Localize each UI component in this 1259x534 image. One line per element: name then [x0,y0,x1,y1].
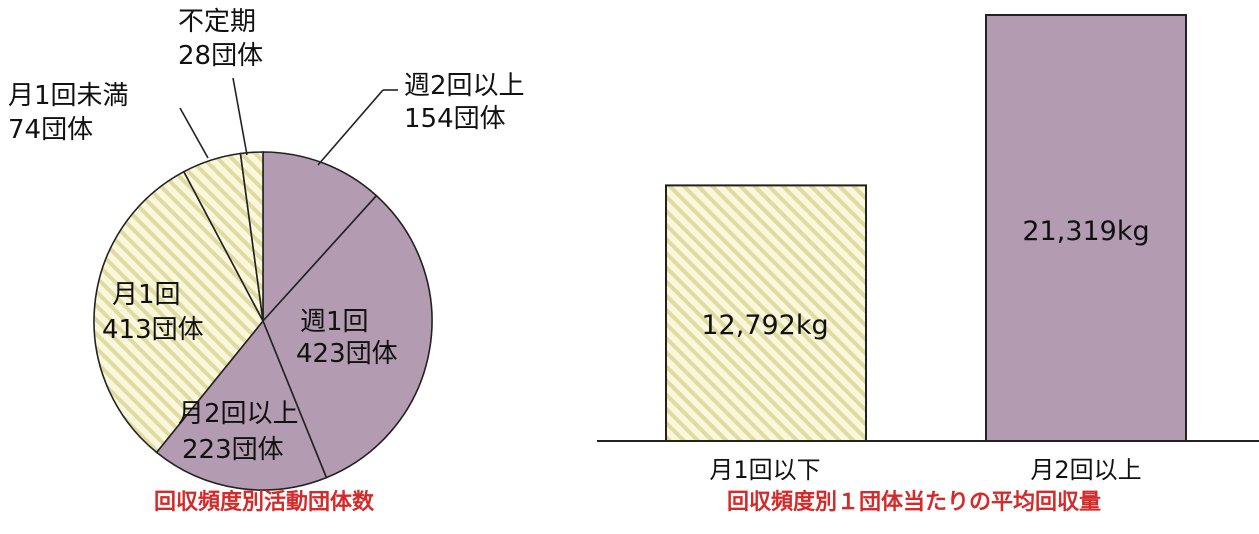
pie-slice-1 [262,194,433,479]
bar-1 [985,14,1187,442]
pie-label-irregular-count: 28団体 [178,41,263,71]
pie-slice-5 [239,151,264,322]
pie-label-month1-name: 月1回 [112,280,181,310]
pie-leader-lines [179,77,398,166]
bar-chart-title: 回収頻度別１団体当たりの平均回収量 [727,489,1101,515]
pie-label-month2-name: 月2回以上 [178,399,299,429]
bar-0 [665,184,867,442]
pie-label-month2-count: 223団体 [182,435,284,465]
pie-label-week1-name: 週1回 [300,307,369,337]
pie-label-irregular-name: 不定期 [178,7,256,37]
pie-chart-title: 回収頻度別活動団体数 [154,489,375,515]
bar-chart [665,14,1187,442]
pie-slice-0 [262,151,378,324]
pie-label-monthless-count: 74団体 [8,115,93,145]
pie-label-monthless-name: 月1回未満 [8,81,129,111]
bar-value-label-1: 21,319kg [1022,216,1149,247]
pie-label-week2-name: 週2回以上 [404,71,525,101]
pie-label-month1-count: 413団体 [102,315,204,345]
pie-label-week2-count: 154団体 [404,104,506,134]
bar-category-label-0: 月1回以下 [709,456,820,484]
pie-slice-2 [155,319,328,491]
leader-line-monthless [179,107,209,159]
pie-chart [93,151,433,491]
leader-line-irregular [232,77,248,156]
bar-category-label-1: 月2回以上 [1030,456,1141,484]
leader-line-week2 [317,89,384,166]
pie-label-week1-count: 423団体 [296,339,398,369]
bar-value-label-0: 12,792kg [701,310,828,341]
